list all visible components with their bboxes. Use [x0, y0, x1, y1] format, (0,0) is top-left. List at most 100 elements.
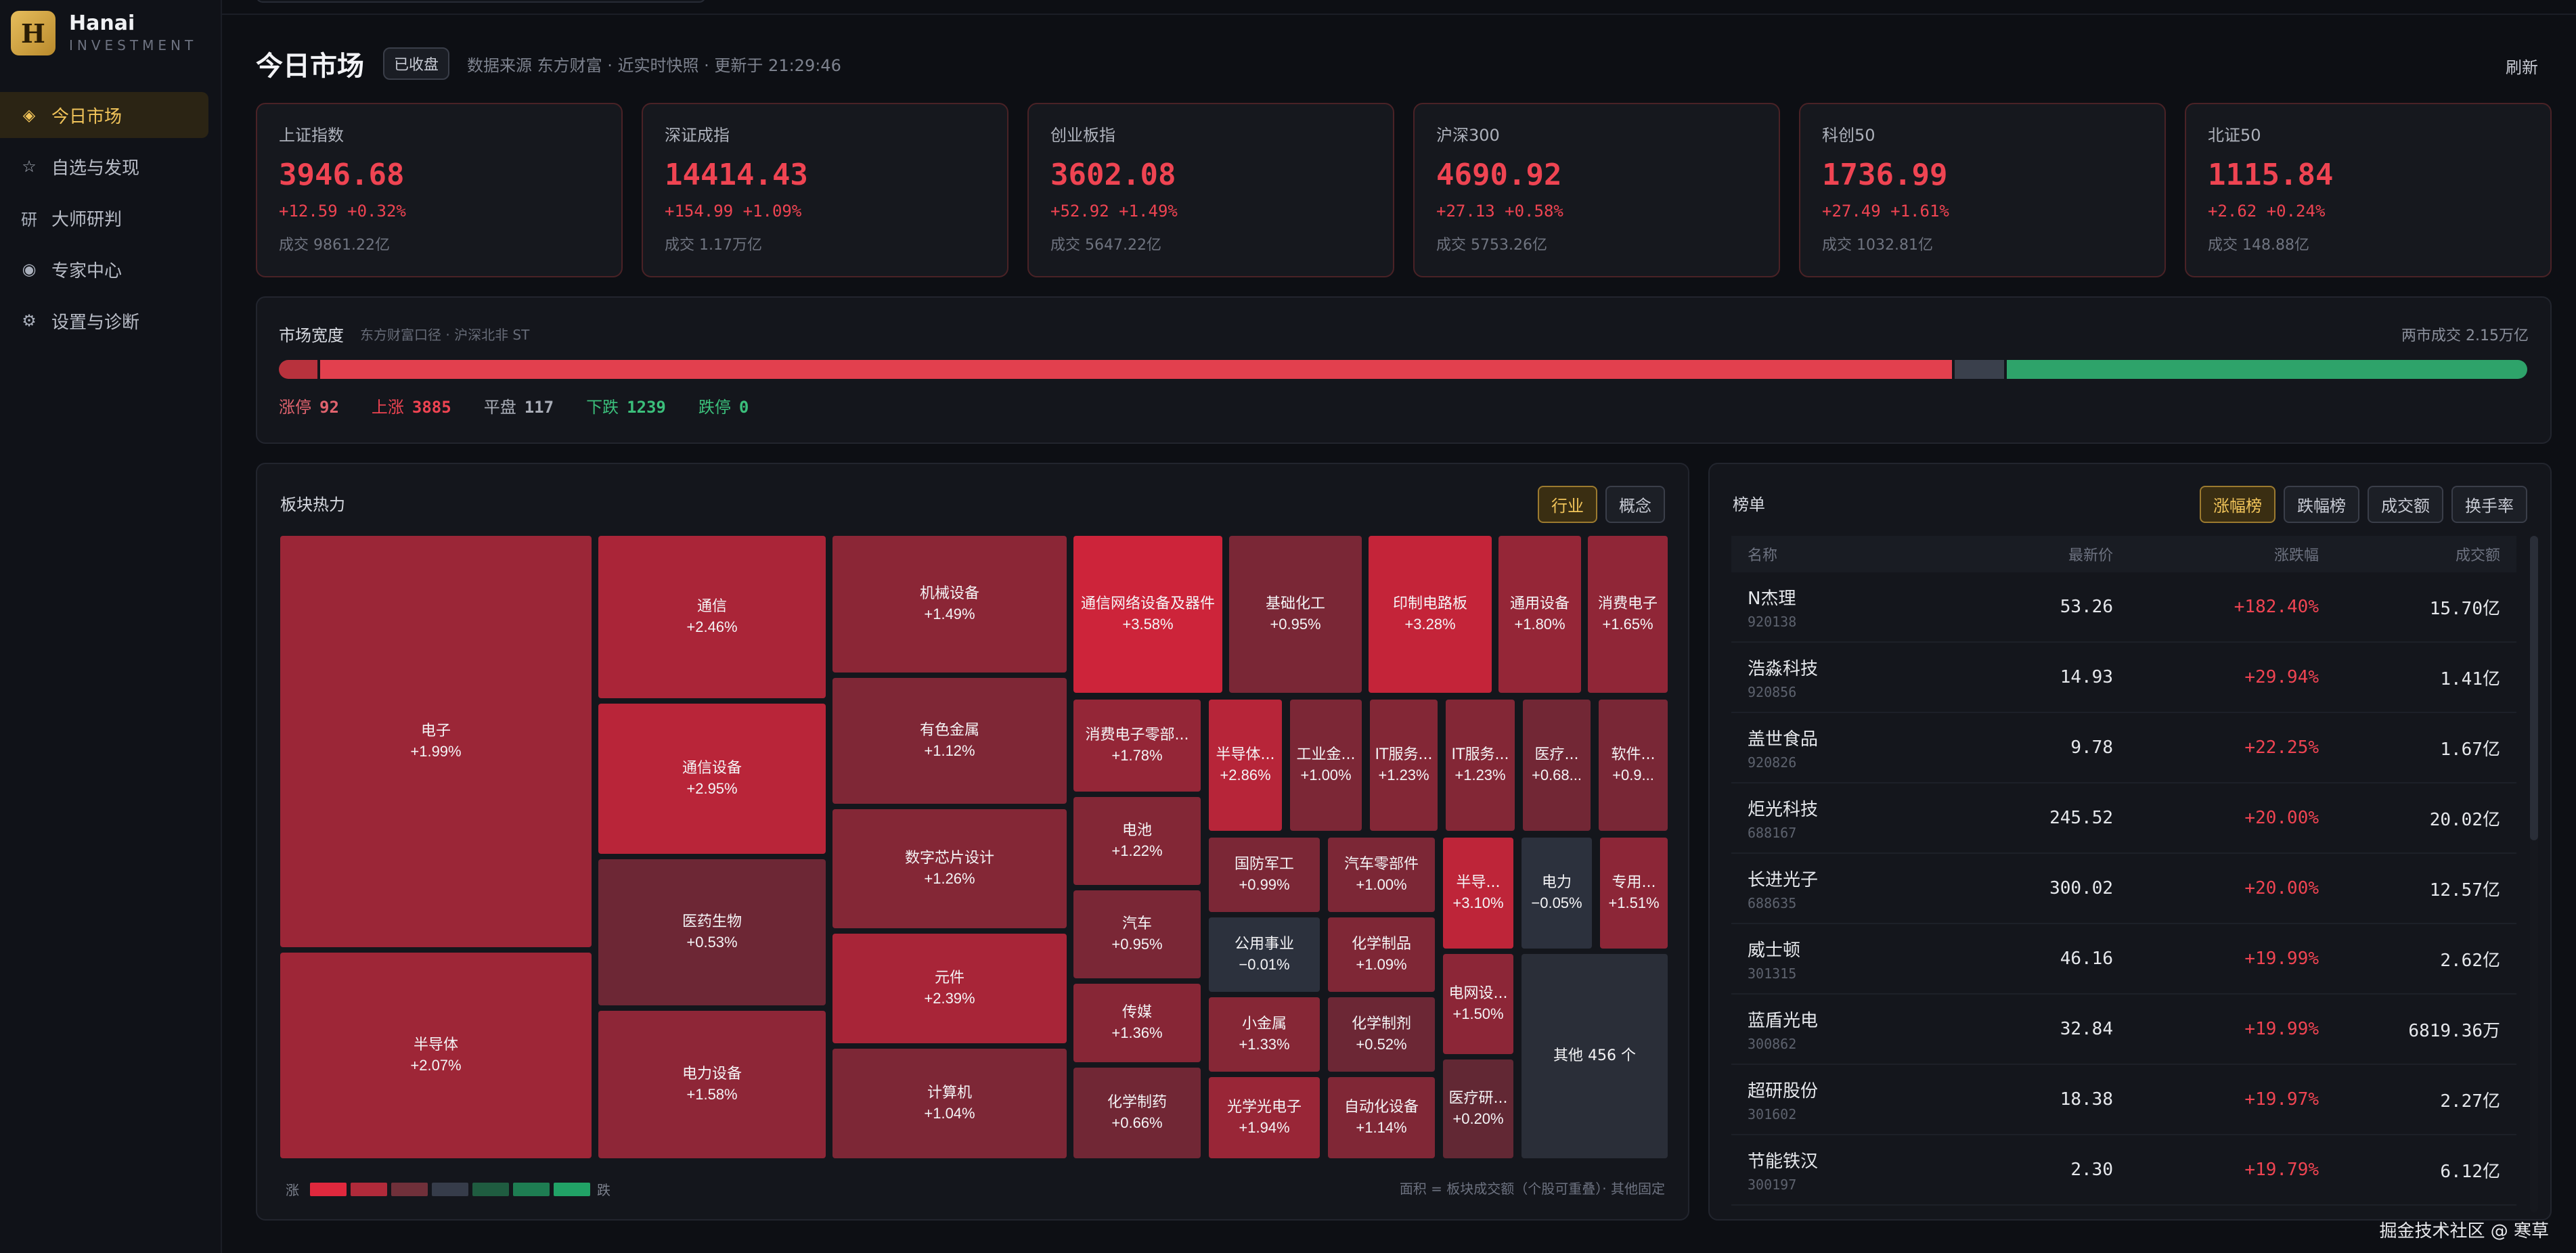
search-input[interactable] — [256, 0, 706, 3]
sector-tile[interactable]: 基础化工 +0.95% — [1229, 536, 1362, 693]
breadth-segment-limit-up — [279, 360, 318, 379]
sector-name: 半导... — [1456, 874, 1501, 891]
sector-tile[interactable]: 电池 +1.22% — [1073, 797, 1201, 885]
sidebar-item-watchlist[interactable]: ☆ 自选与发现 — [0, 143, 208, 189]
table-row[interactable]: 超研股份 301602 18.38 +19.97% 2.27亿 — [1731, 1065, 2516, 1135]
sector-tile[interactable]: 软件... +0.9... — [1599, 700, 1668, 831]
sector-tile[interactable]: 医药生物 +0.53% — [598, 859, 826, 1005]
index-value: 1736.99 — [1822, 158, 1948, 192]
sector-tile[interactable]: 化学制剂 +0.52% — [1328, 997, 1435, 1072]
table-row[interactable]: 节能铁汉 300197 2.30 +19.79% 6.12亿 — [1731, 1135, 2516, 1206]
sidebar-item-label: 自选与发现 — [51, 158, 140, 179]
sector-tile[interactable]: 半导... +3.10% — [1443, 838, 1513, 949]
sector-tile[interactable]: 电力 −0.05% — [1522, 838, 1592, 949]
table-row[interactable]: 蓝盾光电 300862 32.84 +19.99% 6819.36万 — [1731, 995, 2516, 1065]
sector-tile[interactable]: 公用事业 −0.01% — [1209, 917, 1320, 992]
tab-turnover-amount[interactable]: 成交额 — [2368, 486, 2443, 523]
table-row[interactable]: 炬光科技 688167 245.52 +20.00% 20.02亿 — [1731, 783, 2516, 854]
tab-losers[interactable]: 跌幅榜 — [2284, 486, 2359, 523]
sector-heatmap-panel: 板块热力 行业 概念 电子 +1.99% 半导体 +2.07% 通信 +2.46% 通信设备… — [256, 463, 1689, 1221]
sector-tile[interactable]: 汽车零部件 +1.00% — [1328, 838, 1435, 912]
sector-tile[interactable]: 小金属 +1.33% — [1209, 997, 1320, 1072]
index-card[interactable]: 深证成指 14414.43 +154.99 +1.09% 成交 1.17万亿 — [642, 103, 1008, 277]
stock-cell: 蓝盾光电 300862 — [1748, 1007, 1951, 1052]
scrollbar-thumb[interactable] — [2530, 536, 2538, 840]
sector-tile[interactable]: 医疗研... +0.20% — [1443, 1060, 1513, 1158]
index-name: 沪深300 — [1436, 126, 1500, 145]
column-header-name[interactable]: 名称 — [1748, 547, 1778, 564]
sidebar-item-today-market[interactable]: ◈ 今日市场 — [0, 92, 208, 138]
sector-name: 公用事业 — [1234, 936, 1294, 953]
table-row[interactable]: N杰理 920138 53.26 +182.40% 15.70亿 — [1731, 572, 2516, 643]
down-value: 1239 — [627, 398, 666, 417]
sector-tile[interactable]: 医疗... +0.68... — [1523, 700, 1591, 831]
sector-tile[interactable]: 通信 +2.46% — [598, 536, 826, 698]
index-card[interactable]: 创业板指 3602.08 +52.92 +1.49% 成交 5647.22亿 — [1027, 103, 1394, 277]
sidebar-item-settings[interactable]: ⚙ 设置与诊断 — [0, 298, 208, 344]
legend-swatch — [432, 1182, 468, 1196]
tab-concept[interactable]: 概念 — [1605, 486, 1665, 523]
stock-cell: N杰理 920138 — [1748, 585, 1951, 630]
sector-tile[interactable]: 通用设备 +1.80% — [1498, 536, 1581, 693]
sector-tile[interactable]: 半导体 +2.07% — [280, 953, 592, 1158]
index-card[interactable]: 上证指数 3946.68 +12.59 +0.32% 成交 9861.22亿 — [256, 103, 623, 277]
sector-tile[interactable]: 国防军工 +0.99% — [1209, 838, 1320, 912]
sector-tile[interactable]: IT服务... +1.23% — [1446, 700, 1515, 831]
sector-tile[interactable]: 其他 456 个 — [1522, 954, 1668, 1158]
table-row[interactable]: 浩淼科技 920856 14.93 +29.94% 1.41亿 — [1731, 643, 2516, 713]
sector-tile[interactable]: 化学制药 +0.66% — [1073, 1068, 1201, 1158]
table-row[interactable]: 盖世食品 920826 9.78 +22.25% 1.67亿 — [1731, 713, 2516, 783]
table-row[interactable]: 威士顿 301315 46.16 +19.99% 2.62亿 — [1731, 924, 2516, 995]
index-card[interactable]: 沪深300 4690.92 +27.13 +0.58% 成交 5753.26亿 — [1413, 103, 1780, 277]
index-card[interactable]: 北证50 1115.84 +2.62 +0.24% 成交 148.88亿 — [2185, 103, 2552, 277]
stock-cell: 威士顿 301315 — [1748, 936, 1951, 982]
tab-turnover-rate[interactable]: 换手率 — [2451, 486, 2527, 523]
sector-tile[interactable]: 通信网络设备及器件 +3.58% — [1073, 536, 1222, 693]
sector-tile[interactable]: 消费电子 +1.65% — [1588, 536, 1668, 693]
sector-name: 光学光电子 — [1226, 1099, 1302, 1116]
stock-name: 浩淼科技 — [1748, 658, 1819, 679]
sector-tile[interactable]: 计算机 +1.04% — [832, 1049, 1067, 1158]
sector-tile[interactable]: 元件 +2.39% — [832, 934, 1067, 1043]
sector-tile[interactable]: 电力设备 +1.58% — [598, 1011, 826, 1158]
brand[interactable]: H Hanai INVESTMENT — [11, 11, 197, 55]
sector-tile[interactable]: 通信设备 +2.95% — [598, 704, 826, 854]
tab-gainers[interactable]: 涨幅榜 — [2200, 486, 2275, 523]
sidebar-item-master-analysis[interactable]: 研 大师研判 — [0, 195, 208, 241]
sidebar-item-expert-center[interactable]: ◉ 专家中心 — [0, 246, 208, 292]
sector-name: 工业金... — [1296, 746, 1356, 763]
sector-tile[interactable]: 化学制品 +1.09% — [1328, 917, 1435, 992]
refresh-button[interactable]: 刷新 — [2506, 58, 2538, 77]
sector-name: 其他 456 个 — [1553, 1047, 1636, 1064]
sector-tile[interactable]: 数字芯片设计 +1.26% — [832, 809, 1067, 928]
sidebar-item-label: 今日市场 — [51, 106, 123, 127]
sector-tile[interactable]: 电子 +1.99% — [280, 536, 592, 947]
tab-industry[interactable]: 行业 — [1538, 486, 1597, 523]
sector-tile[interactable]: 电网设... +1.50% — [1443, 954, 1513, 1054]
column-header-change[interactable]: 涨跌幅 — [2273, 547, 2319, 564]
sector-tile[interactable]: 印制电路板 +3.28% — [1369, 536, 1492, 693]
sector-name: 印制电路板 — [1392, 595, 1467, 612]
up-value: 3885 — [412, 398, 451, 417]
table-row[interactable]: 长进光子 688635 300.02 +20.00% 12.57亿 — [1731, 854, 2516, 924]
sector-tile[interactable]: 自动化设备 +1.14% — [1328, 1077, 1435, 1158]
sector-tile[interactable]: IT服务... +1.23% — [1370, 700, 1438, 831]
legend-swatch — [513, 1182, 550, 1196]
sector-tile[interactable]: 工业金... +1.00% — [1290, 700, 1362, 831]
column-header-price[interactable]: 最新价 — [2068, 547, 2113, 564]
sector-tile[interactable]: 有色金属 +1.12% — [832, 678, 1067, 804]
sector-change: +0.20% — [1452, 1110, 1504, 1127]
sector-change: +3.58% — [1122, 616, 1174, 633]
sector-tile[interactable]: 机械设备 +1.49% — [832, 536, 1067, 673]
sector-tile[interactable]: 专用... +1.51% — [1600, 838, 1668, 949]
sector-tile[interactable]: 传媒 +1.36% — [1073, 984, 1201, 1062]
stock-name: 超研股份 — [1748, 1080, 1819, 1101]
heatmap-footnote: 面积 = 板块成交额（个股可重叠）· 其他固定 — [1399, 1181, 1665, 1197]
index-volume: 成交 9861.22亿 — [279, 237, 390, 254]
sector-tile[interactable]: 光学光电子 +1.94% — [1209, 1077, 1320, 1158]
sector-tile[interactable]: 消费电子零部... +1.78% — [1073, 700, 1201, 792]
index-card[interactable]: 科创50 1736.99 +27.49 +1.61% 成交 1032.81亿 — [1799, 103, 2166, 277]
sector-tile[interactable]: 汽车 +0.95% — [1073, 890, 1201, 978]
column-header-amount[interactable]: 成交额 — [2455, 547, 2500, 564]
sector-tile[interactable]: 半导体... +2.86% — [1209, 700, 1282, 831]
